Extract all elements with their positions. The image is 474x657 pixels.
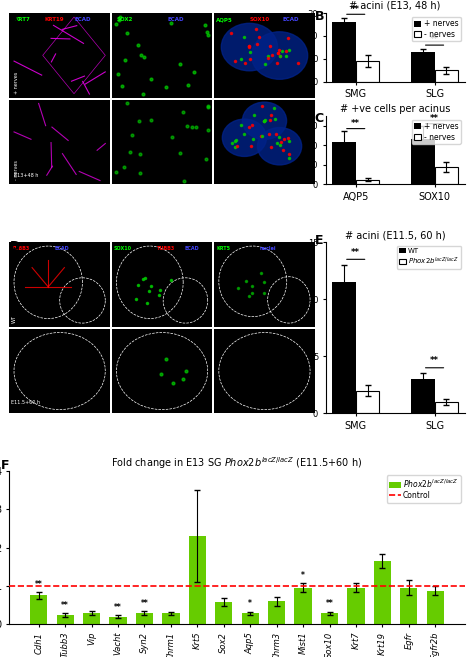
Text: *: * <box>248 599 252 608</box>
Bar <box>332 282 356 413</box>
Legend: WT, $Phox2b^{lacZ/lacZ}$: WT, $Phox2b^{lacZ/lacZ}$ <box>397 246 461 269</box>
Bar <box>435 167 458 185</box>
Text: **: ** <box>61 600 69 610</box>
Title: # +ve cells per acinus: # +ve cells per acinus <box>340 104 450 114</box>
Bar <box>356 391 379 413</box>
Text: A: A <box>9 16 19 30</box>
Bar <box>30 595 47 624</box>
Bar <box>189 536 206 624</box>
Bar <box>268 601 285 624</box>
Bar <box>347 588 365 624</box>
Text: TUBB3: TUBB3 <box>157 246 175 252</box>
Text: nuclei: nuclei <box>259 246 276 252</box>
Text: **: ** <box>35 579 43 589</box>
Bar <box>411 52 435 81</box>
Text: C: C <box>315 112 324 125</box>
Text: F: F <box>0 459 9 472</box>
Text: *: * <box>301 571 305 580</box>
Bar <box>435 70 458 81</box>
Text: **: ** <box>430 114 439 124</box>
Text: ECAD: ECAD <box>75 17 91 22</box>
Circle shape <box>222 119 266 156</box>
Text: KRT19: KRT19 <box>45 17 64 22</box>
Bar <box>356 61 379 81</box>
Circle shape <box>257 127 301 165</box>
Bar <box>321 614 338 624</box>
Circle shape <box>251 32 308 79</box>
Text: ECAD: ECAD <box>184 246 199 252</box>
Text: **: ** <box>351 119 360 128</box>
Title: # acini (E11.5, 60 h): # acini (E11.5, 60 h) <box>345 230 446 240</box>
Bar <box>215 602 232 624</box>
Text: SOX2: SOX2 <box>117 17 133 22</box>
Text: KRT5: KRT5 <box>216 246 230 252</box>
Text: SOX10: SOX10 <box>249 17 270 22</box>
Bar <box>374 561 391 624</box>
Title: # acini (E13, 48 h): # acini (E13, 48 h) <box>349 1 441 11</box>
Text: A: A <box>9 0 19 11</box>
Bar <box>83 613 100 624</box>
Bar <box>411 139 435 185</box>
Text: SOX10: SOX10 <box>114 246 132 252</box>
Text: ECAD: ECAD <box>55 246 69 252</box>
Bar <box>242 614 259 624</box>
Bar <box>400 588 418 624</box>
Text: KRT7: KRT7 <box>15 17 30 22</box>
Bar <box>332 143 356 185</box>
Text: E11.5+60 h: E11.5+60 h <box>11 400 40 405</box>
Text: **: ** <box>430 35 439 45</box>
Legend: + nerves, - nerves: + nerves, - nerves <box>411 17 461 41</box>
Bar <box>411 379 435 413</box>
Text: **: ** <box>326 599 333 608</box>
Bar <box>332 22 356 81</box>
Text: WT: WT <box>11 315 17 323</box>
Text: + nerves: + nerves <box>15 72 19 94</box>
Text: ECAD: ECAD <box>283 17 299 22</box>
Text: **: ** <box>114 602 122 612</box>
Text: E13+48 h: E13+48 h <box>15 173 39 177</box>
Bar <box>136 613 153 624</box>
Bar <box>56 614 74 624</box>
Text: AQP5: AQP5 <box>216 17 233 22</box>
Text: ECAD: ECAD <box>167 17 183 22</box>
Bar <box>356 179 379 185</box>
Text: **: ** <box>141 599 148 608</box>
Text: TUBB3: TUBB3 <box>11 246 30 252</box>
Text: - nerves: - nerves <box>15 160 19 180</box>
Text: B: B <box>315 10 324 23</box>
Text: **: ** <box>351 248 360 257</box>
Title: Fold change in E13 SG $\mathit{Phox2b}^{lacZ/lacZ}$ (E11.5+60 h): Fold change in E13 SG $\mathit{Phox2b}^{… <box>111 455 363 471</box>
Legend: + nerves, - nerves: + nerves, - nerves <box>411 120 461 144</box>
Text: E: E <box>315 234 323 246</box>
Bar <box>294 588 312 624</box>
Text: **: ** <box>430 357 439 365</box>
Text: **: ** <box>351 5 360 14</box>
Circle shape <box>221 23 278 71</box>
Bar <box>427 591 444 624</box>
Bar <box>435 402 458 413</box>
Bar <box>162 614 180 624</box>
Text: A: A <box>16 18 25 32</box>
Bar <box>109 616 127 624</box>
Text: D: D <box>9 240 20 253</box>
Text: D: D <box>9 226 20 238</box>
Legend: $Phox2b^{lacZ/lacZ}$, Control: $Phox2b^{lacZ/lacZ}$, Control <box>387 475 461 503</box>
Circle shape <box>242 102 287 139</box>
